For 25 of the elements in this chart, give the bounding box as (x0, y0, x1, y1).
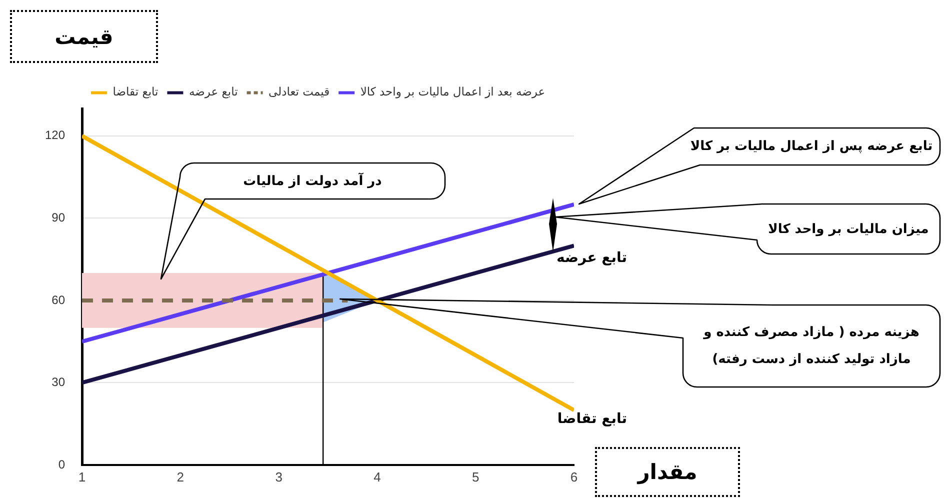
legend-label: تابع عرضه (188, 84, 238, 99)
y-tick-label: 60 (52, 292, 66, 307)
annotation: تابع تقاضا (557, 411, 627, 428)
dotted-frame: قیمت (10, 10, 158, 63)
text: تابع عرضه پس از اعمال مالیات بر کالا (690, 138, 933, 156)
text: هزینه مرده ( مازاد مصرف کننده و مازاد تولید کننده از دست رفته) (702, 324, 920, 369)
x-tick-label: 1 (78, 469, 86, 484)
y-tick-label: 0 (58, 457, 66, 472)
annotation: در آمد دولت از مالیات (243, 172, 382, 190)
x-tick-label: 5 (472, 469, 480, 484)
y-tick-label: 90 (52, 210, 66, 225)
x-tick-label: 2 (176, 469, 184, 484)
y-tick-label: 30 (52, 375, 66, 390)
x-tick-label: 3 (275, 469, 282, 484)
dotted-frame: مقدار (595, 447, 740, 497)
x-tick-label: 6 (570, 469, 578, 484)
legend-label: تابع تقاضا (112, 84, 158, 99)
x-axis-title: مقدار (638, 460, 698, 484)
y-tick-label: 120 (44, 128, 66, 142)
legend-label: قیمت تعادلی (268, 84, 330, 99)
y-axis-title: قیمت (54, 24, 114, 48)
text: میزان مالیات بر واحد کالا (768, 220, 929, 238)
annotation: تابع عرضه (556, 250, 627, 266)
x-tick-label: 4 (374, 469, 381, 484)
legend-label: عرضه بعد از اعمال مالیات بر واحد کالا (360, 84, 546, 99)
